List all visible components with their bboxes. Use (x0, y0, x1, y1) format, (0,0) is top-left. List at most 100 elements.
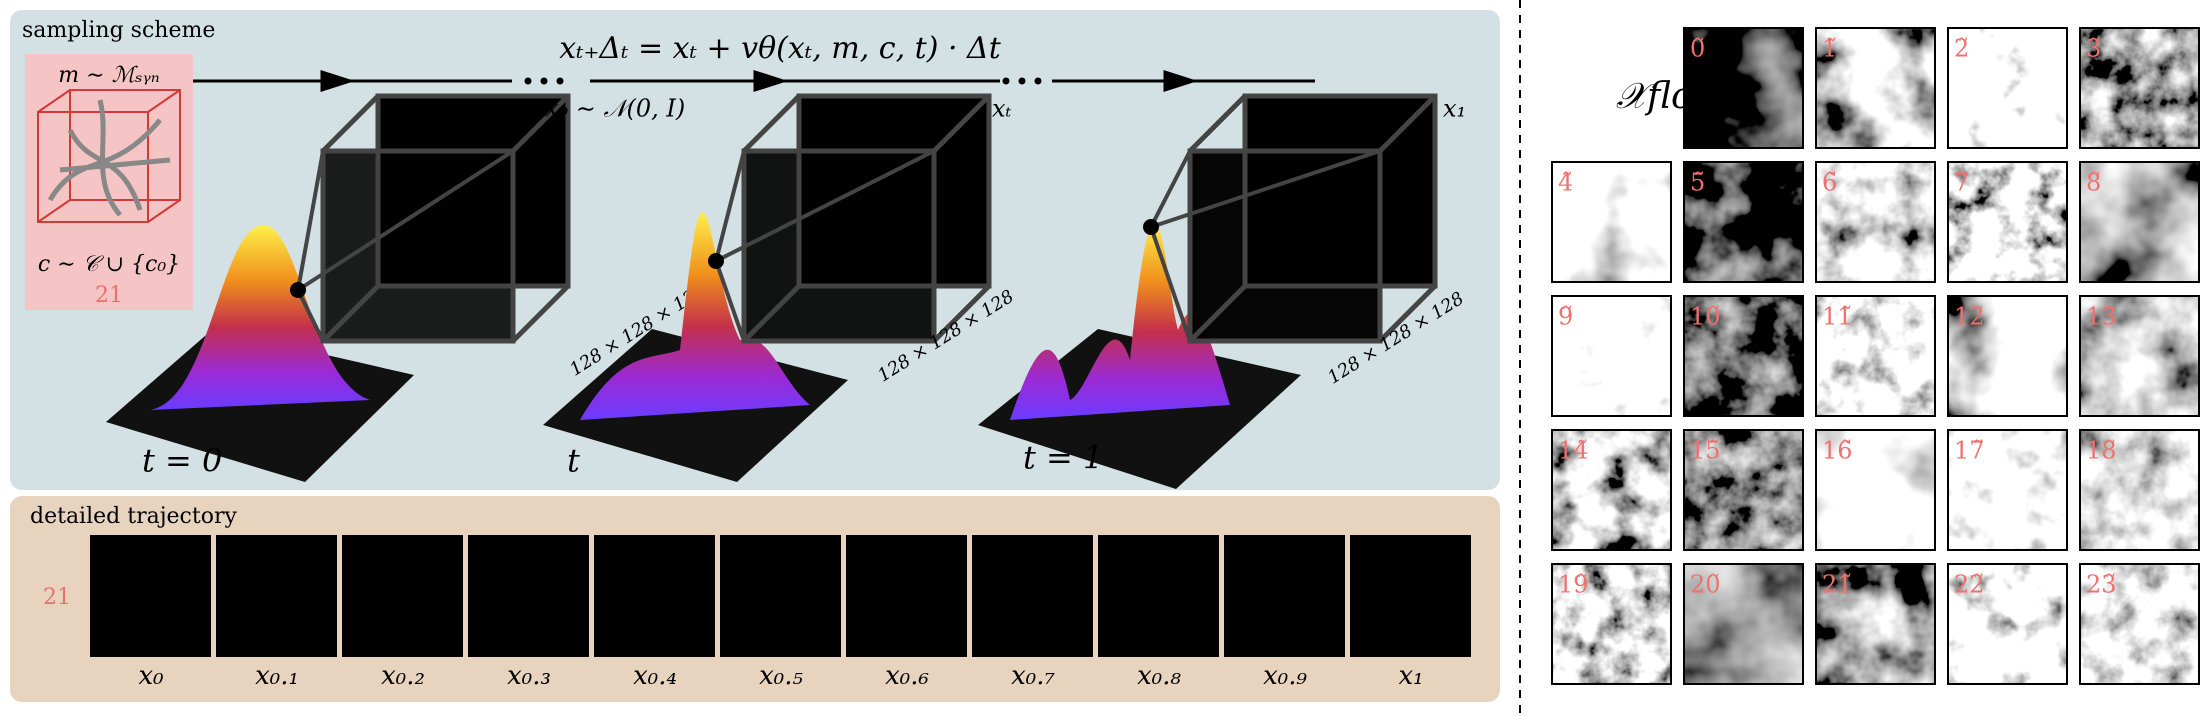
step-label: x₀.₇ (1011, 661, 1055, 691)
trajectory-border (216, 535, 337, 657)
step-label: x₀ (138, 661, 164, 691)
trajectory-border (972, 535, 1093, 657)
flow-border (1683, 295, 1804, 417)
flow-border (2079, 429, 2200, 551)
sample-label: 0̃ (1690, 35, 1705, 63)
sample-label: 6̃ (1822, 169, 1837, 197)
sample-label: 5̃ (1690, 169, 1705, 197)
density-surface (580, 212, 810, 420)
time-label: t = 0 (142, 442, 222, 480)
flow-sample (1948, 430, 2067, 550)
sample-label: 21̃ (1822, 571, 1853, 599)
trajectory-frame (91, 536, 210, 656)
flow-border (1815, 161, 1936, 283)
flow-border (2079, 27, 2200, 149)
trajectory-shade (847, 536, 966, 656)
flow-border (1683, 563, 1804, 685)
flow-border (1947, 563, 2068, 685)
flow-sample (1684, 430, 1803, 550)
flow-sample (1816, 296, 1935, 416)
flow-border (1947, 295, 2068, 417)
state-label: x₁ (1443, 95, 1466, 123)
sample-label: 13̃ (2086, 303, 2117, 331)
density-surface (150, 224, 370, 410)
flow-sample (2080, 28, 2199, 148)
time-label: t (567, 442, 580, 480)
trajectory-shade (217, 536, 336, 656)
flow-border (1815, 27, 1936, 149)
step-label: x₀.₆ (885, 661, 929, 691)
step-label: x₀.₉ (1263, 661, 1307, 691)
trajectory-border (720, 535, 841, 657)
sample-label: 19̃ (1558, 571, 1589, 599)
class-label: c ∼ 𝒞 ∪ {c₀} (38, 252, 180, 277)
sample-label: 1̃ (1822, 35, 1837, 63)
flow-border (1947, 27, 2068, 149)
sample-label: 15̃ (1690, 437, 1721, 465)
sample-label: 9̃ (1558, 303, 1573, 331)
sample-label: 10̃ (1690, 303, 1721, 331)
flow-border (1815, 295, 1936, 417)
zoom-lines (296, 149, 515, 342)
flow-sample (1552, 564, 1671, 684)
step-label: x₀.₃ (507, 661, 551, 691)
trajectory-shade (343, 536, 462, 656)
flow-sample (1684, 564, 1803, 684)
step-label: x₀.₁ (255, 661, 299, 691)
flow-border (2079, 161, 2200, 283)
sample-label: 7̃ (1954, 169, 1969, 197)
sample-label: 18̃ (2086, 437, 2117, 465)
flow-border (1815, 563, 1936, 685)
step-label: x₁ (1398, 661, 1423, 691)
flow-border (1551, 429, 1672, 551)
flow-sample (1552, 296, 1671, 416)
trajectory-shade (469, 536, 588, 656)
sample-point (708, 253, 724, 269)
trajectory-shade (1351, 536, 1470, 656)
flow-border (1551, 563, 1672, 685)
flow-sample (2080, 296, 2199, 416)
cube-edges (741, 93, 992, 344)
flow-sample (1684, 28, 1803, 148)
sample-label: 12̃ (1954, 303, 1985, 331)
class-id: 21 (95, 283, 123, 308)
trajectory-shade (973, 536, 1092, 656)
class-id: 21 (43, 585, 71, 610)
mask-label: m ∼ ℳₛᵧₙ (58, 63, 159, 88)
sample-label: 17̃ (1954, 437, 1985, 465)
zoom-lines (714, 149, 935, 342)
flow-sample (1948, 296, 2067, 416)
flow-border (1551, 161, 1672, 283)
state-label: x₀ ∼ 𝒩(0, I) (545, 95, 685, 123)
sample-label: 14̃ (1558, 437, 1589, 465)
flow-sample (1816, 564, 1935, 684)
ellipsis (524, 77, 1042, 85)
flow-sample (1816, 162, 1935, 282)
sample-label: 2̃ (1954, 35, 1969, 63)
flow-border (1815, 429, 1936, 551)
sample-point (1143, 219, 1159, 235)
step-label: x₀.₅ (759, 661, 803, 691)
trajectory-frame (595, 536, 714, 656)
density-surface (1010, 222, 1230, 420)
flow-border (1947, 161, 2068, 283)
flow-sample (2080, 430, 2199, 550)
step-label: x₀.₄ (633, 661, 677, 691)
sample-label: 3̃ (2086, 35, 2101, 63)
flow-border (1551, 295, 1672, 417)
cube-edges (1187, 93, 1438, 344)
sample-label: 11̃ (1822, 303, 1853, 331)
flow-border (1683, 161, 1804, 283)
sample-label: 22̃ (1954, 571, 1985, 599)
sample-label: 16̃ (1822, 437, 1853, 465)
mask-cube (37, 89, 181, 223)
trajectory-shade (1099, 536, 1218, 656)
flow-sample (1684, 162, 1803, 282)
trajectory-frame (217, 536, 336, 656)
trajectory-border (468, 535, 589, 657)
flow-sample (1948, 564, 2067, 684)
equation: xₜ₊Δₜ = xₜ + vθ(xₜ, m, c, t) · Δt (559, 31, 1001, 66)
flow-sample (2080, 162, 2199, 282)
flow-sample (1948, 28, 2067, 148)
trajectory-shade (595, 536, 714, 656)
